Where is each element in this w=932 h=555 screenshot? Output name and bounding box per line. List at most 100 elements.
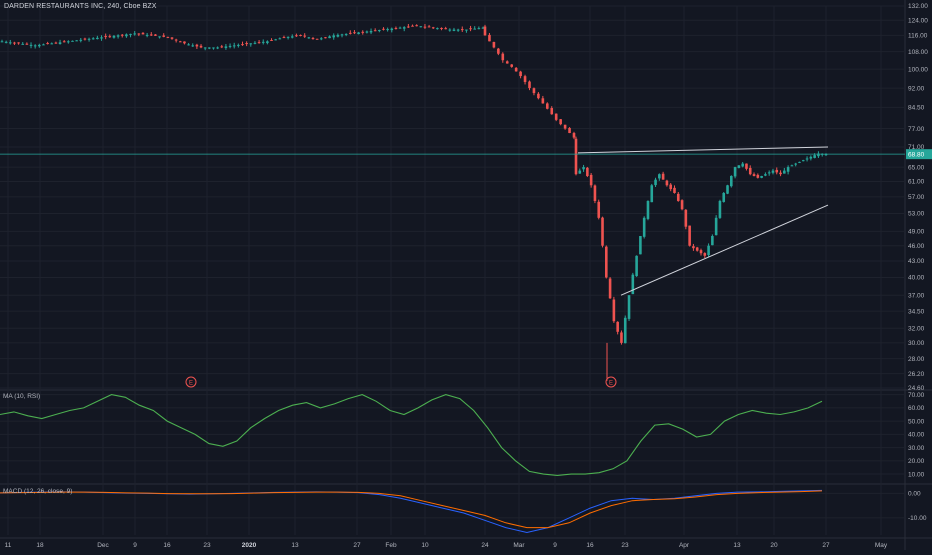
candle — [824, 154, 828, 156]
x-tick-label: 27 — [353, 542, 361, 549]
candle — [737, 165, 741, 168]
y-tick-label: 108.00 — [908, 49, 928, 56]
candle — [149, 34, 153, 36]
candle — [386, 29, 389, 31]
candle — [676, 193, 680, 201]
candle — [646, 200, 650, 219]
candle — [642, 217, 646, 237]
candle — [307, 37, 311, 39]
ma-rsi-label: MA (10, RSI) — [3, 393, 41, 400]
candle — [249, 43, 253, 45]
y-tick-label: 32.00 — [908, 325, 925, 332]
candle — [253, 42, 257, 44]
candle — [541, 98, 545, 104]
x-tick-label: 13 — [291, 542, 299, 549]
candle — [340, 34, 344, 36]
candle — [79, 39, 83, 41]
candle — [673, 187, 676, 193]
candle — [563, 124, 567, 129]
candle — [87, 38, 91, 40]
candle — [523, 76, 527, 82]
candle — [423, 26, 427, 28]
candle — [790, 165, 794, 167]
candle — [616, 321, 619, 332]
candle — [166, 36, 170, 38]
y-tick-label: 46.00 — [908, 243, 925, 250]
candle — [707, 245, 710, 256]
candle — [752, 174, 756, 176]
candle — [718, 200, 722, 218]
candle — [212, 47, 215, 49]
candle — [605, 246, 608, 278]
candle — [586, 167, 589, 176]
candle — [54, 42, 58, 44]
candle — [241, 44, 244, 46]
candle — [730, 175, 733, 187]
candle — [191, 45, 195, 47]
candle — [50, 43, 54, 45]
lower-trendline: rising support from ~37.00 to ~55.00 — [620, 204, 829, 296]
macd-label: MACD (12, 26, close, 9) — [3, 488, 73, 495]
candle — [554, 113, 558, 120]
x-tick-label: Mar — [513, 542, 525, 549]
candle — [299, 34, 302, 36]
candle — [112, 35, 116, 38]
candle — [183, 41, 186, 44]
x-tick-label: Apr — [679, 542, 690, 549]
candle — [13, 42, 16, 44]
y-tick-label: 57.00 — [908, 194, 925, 201]
rsi-tick-label: 70.00 — [908, 392, 925, 399]
candle — [444, 28, 447, 30]
candle — [407, 26, 410, 28]
candle — [336, 34, 340, 37]
y-tick-label: 92.00 — [908, 85, 925, 92]
candle — [741, 163, 744, 167]
candle — [58, 42, 62, 45]
candle — [42, 44, 45, 46]
candle — [639, 236, 642, 255]
candle — [497, 48, 500, 54]
candle — [303, 35, 306, 37]
candle — [661, 173, 665, 180]
candle — [353, 32, 356, 34]
candle — [695, 247, 699, 251]
candle — [71, 40, 74, 42]
candle — [419, 26, 423, 28]
candle — [75, 40, 78, 42]
candle — [688, 225, 691, 246]
candle — [38, 44, 41, 47]
candle — [481, 27, 485, 29]
candle — [137, 33, 141, 35]
candle — [33, 45, 37, 47]
candle — [120, 34, 124, 36]
candle — [228, 45, 232, 47]
candle — [519, 71, 522, 77]
candle — [452, 29, 456, 31]
candle — [91, 38, 95, 40]
candle — [216, 47, 219, 49]
candle — [483, 26, 487, 36]
candle — [261, 41, 265, 43]
x-tick-label: 18 — [36, 542, 44, 549]
candle — [635, 255, 638, 277]
candle — [158, 36, 161, 38]
candle — [612, 299, 616, 322]
y-tick-label: 71.00 — [908, 144, 925, 151]
macd-tick-label: -10.00 — [908, 515, 927, 522]
candle — [654, 179, 657, 186]
candle — [703, 253, 707, 256]
candle — [67, 41, 70, 43]
x-tick-label: 9 — [133, 542, 137, 549]
candle — [311, 38, 315, 40]
candle — [199, 45, 203, 48]
candle — [29, 44, 33, 46]
candle — [220, 46, 224, 48]
candle — [514, 67, 518, 72]
y-tick-label: 30.00 — [908, 340, 925, 347]
candle — [767, 172, 771, 174]
candle — [245, 43, 248, 45]
candle — [295, 35, 298, 37]
candle — [448, 29, 452, 31]
